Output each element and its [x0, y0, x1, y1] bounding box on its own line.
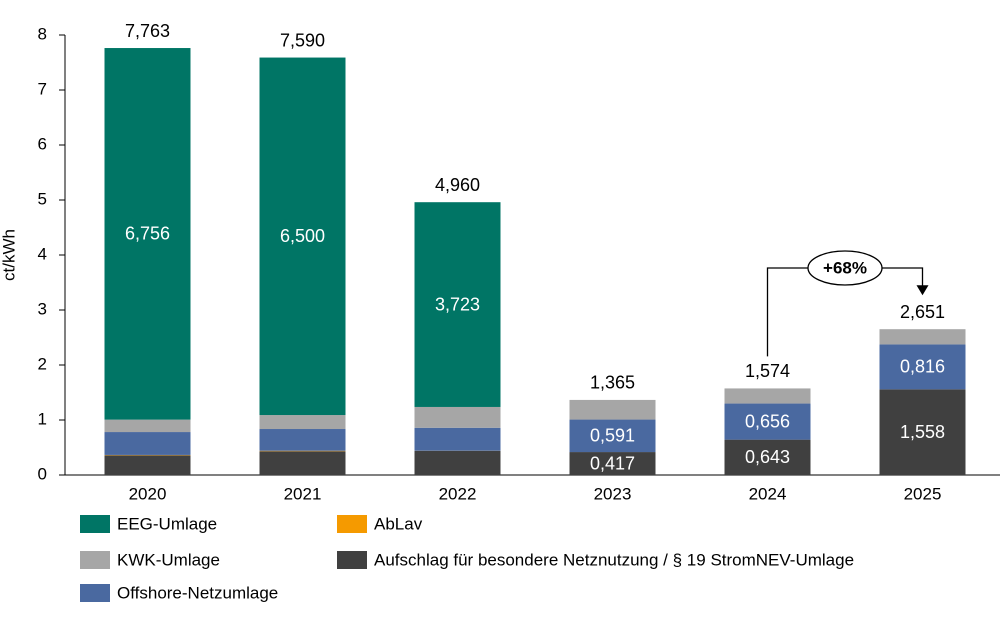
bar-segment	[879, 389, 966, 475]
bar-segment	[569, 452, 656, 475]
data-label: 0,643	[745, 447, 790, 467]
bar-segment	[259, 415, 346, 430]
data-label: 6,500	[280, 226, 325, 246]
bar-segment	[724, 388, 811, 404]
legend-label: KWK-Umlage	[117, 550, 220, 569]
legend-swatch	[337, 515, 367, 533]
y-tick-label: 6	[38, 134, 47, 153]
y-tick-label: 3	[38, 299, 47, 318]
legend-label: Offshore-Netzumlage	[117, 583, 278, 602]
bar-segment	[569, 399, 656, 420]
legend-label: Aufschlag für besondere Netznutzung / § …	[374, 550, 854, 569]
y-tick-label: 7	[38, 79, 47, 98]
bar-segment	[259, 451, 346, 475]
legend-label: AbLav	[374, 514, 423, 533]
x-tick-label: 2022	[439, 484, 477, 503]
legend-swatch	[80, 584, 110, 602]
y-tick-label: 5	[38, 189, 47, 208]
bar-segment	[104, 432, 191, 455]
x-tick-label: 2025	[904, 484, 942, 503]
bar-segment	[104, 419, 191, 433]
bar-segment	[879, 329, 966, 345]
bar-segment	[724, 403, 811, 440]
bar-segment	[104, 48, 191, 420]
bar-segment	[414, 450, 501, 475]
y-axis-label: ct/kWh	[0, 229, 18, 281]
data-label: 0,816	[900, 357, 945, 377]
annotation-text: +68%	[823, 258, 867, 277]
bar-segment	[259, 429, 346, 451]
total-label: 2,651	[900, 302, 945, 322]
annotation-bubble	[807, 250, 883, 286]
x-tick-label: 2023	[594, 484, 632, 503]
legend-swatch	[80, 515, 110, 533]
data-label: 0,417	[590, 453, 635, 473]
bar-segment	[414, 427, 501, 451]
total-label: 7,590	[280, 30, 325, 50]
y-tick-label: 1	[38, 409, 47, 428]
x-tick-label: 2020	[129, 484, 167, 503]
data-label: 6,756	[125, 224, 170, 244]
bar-segment	[879, 344, 966, 390]
total-label: 1,574	[745, 361, 790, 381]
data-label: 1,558	[900, 422, 945, 442]
bar-segment	[104, 455, 191, 475]
bar-segment	[414, 406, 501, 428]
total-label: 1,365	[590, 373, 635, 393]
y-tick-label: 0	[38, 464, 47, 483]
bar-segment	[259, 57, 346, 416]
total-label: 7,763	[125, 21, 170, 41]
arrow-head	[916, 285, 929, 296]
legend-swatch	[80, 551, 110, 569]
bar-segment	[724, 439, 811, 475]
total-label: 4,960	[435, 175, 480, 195]
legend-label: EEG-Umlage	[117, 514, 217, 533]
y-tick-label: 8	[38, 24, 47, 43]
x-tick-label: 2021	[284, 484, 322, 503]
x-tick-label: 2024	[749, 484, 787, 503]
data-label: 3,723	[435, 294, 480, 314]
bar-segment	[569, 419, 656, 453]
data-label: 0,591	[590, 426, 635, 446]
y-tick-label: 2	[38, 354, 47, 373]
y-tick-label: 4	[38, 244, 47, 263]
bar-segment	[414, 202, 501, 407]
legend-swatch	[337, 551, 367, 569]
data-label: 0,656	[745, 411, 790, 431]
